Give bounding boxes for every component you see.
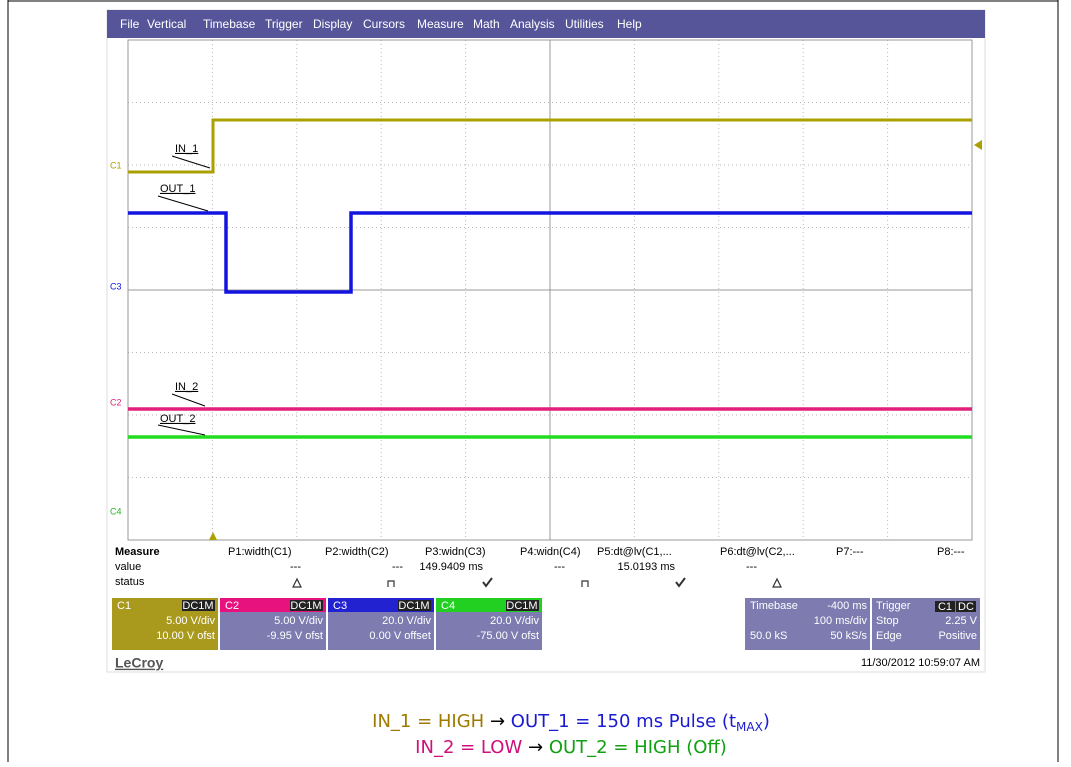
- row-label: status: [115, 576, 145, 588]
- trigger-source-badge: [935, 601, 955, 612]
- measure-column[interactable]: P5:dt@lv(C1,...: [597, 546, 672, 558]
- menu-item[interactable]: Vertical: [147, 17, 186, 31]
- caption-part: IN_1 = HIGH: [372, 711, 484, 732]
- trigger-slope: Positive: [938, 630, 977, 642]
- trigger-coupling: DC: [958, 601, 974, 613]
- channel-name: C2: [225, 600, 239, 612]
- trigger-coupling-badge: [956, 601, 976, 612]
- menu-item[interactable]: Help: [617, 17, 642, 31]
- measure-value: ---: [290, 561, 301, 573]
- trigger-time-marker: [209, 532, 217, 540]
- coupling-badge: [182, 600, 215, 611]
- channel-coupling: DC1M: [290, 600, 321, 612]
- channel-name: C3: [333, 600, 347, 612]
- channel-name: C1: [117, 600, 131, 612]
- measure-value: 149.9409 ms: [419, 561, 483, 573]
- caption-part: ): [763, 711, 770, 732]
- trace-c3: [128, 211, 972, 294]
- channel-scale: 5.00 V/div: [166, 615, 215, 627]
- measure-column[interactable]: P3:widn(C3): [425, 546, 486, 558]
- status-icons: [292, 577, 782, 588]
- trigger-level: 2.25 V: [945, 615, 977, 627]
- leader-line: [157, 424, 206, 436]
- channel-offset: 0.00 V offset: [369, 630, 431, 642]
- menu-bar: [107, 10, 985, 38]
- measure-value: ---: [554, 561, 565, 573]
- trace-label: IN_2: [175, 381, 198, 393]
- timebase-box[interactable]: [745, 598, 870, 650]
- graticule: [128, 40, 972, 540]
- caption-part: IN_2 = LOW: [415, 737, 522, 758]
- trigger-title: Trigger: [876, 600, 911, 612]
- measure-column[interactable]: P8:---: [937, 546, 965, 558]
- brand: LeCroy: [115, 655, 163, 671]
- caption-part: OUT_1 = 150 ms Pulse (t: [511, 711, 736, 732]
- trigger-type: Edge: [876, 630, 902, 642]
- measure-column[interactable]: P1:width(C1): [228, 546, 292, 558]
- timebase-rate: 50 kS/s: [830, 630, 867, 642]
- menu-item[interactable]: Analysis: [510, 17, 555, 31]
- timebase-samples: 50.0 kS: [750, 630, 787, 642]
- measure-value: ---: [746, 561, 757, 573]
- trigger-level-marker: [974, 140, 982, 150]
- caption-arrow: →: [490, 711, 505, 732]
- caption-subscript: MAX: [736, 720, 763, 734]
- trace-label: OUT_1: [160, 183, 195, 195]
- scope-window: [106, 9, 986, 673]
- measure-column[interactable]: P6:dt@lv(C2,...: [720, 546, 795, 558]
- channel-marker: C1: [110, 160, 122, 170]
- caption-arrow: →: [528, 737, 543, 758]
- measure-value: ---: [392, 561, 403, 573]
- trace-label: OUT_2: [160, 413, 195, 425]
- measure-title: Measure: [115, 546, 160, 558]
- menu-item[interactable]: File: [120, 17, 140, 31]
- measure-column[interactable]: P7:---: [836, 546, 864, 558]
- channel-offset: -75.00 V ofst: [477, 630, 539, 642]
- menu-item[interactable]: Cursors: [363, 17, 405, 31]
- timebase-delay: -400 ms: [827, 600, 867, 612]
- coupling-badge: [290, 600, 323, 611]
- channel-marker: C2: [110, 397, 122, 407]
- measure-column[interactable]: P2:width(C2): [325, 546, 389, 558]
- timestamp: 11/30/2012 10:59:07 AM: [861, 657, 980, 669]
- trace-c1: [128, 118, 972, 174]
- caption-line: IN_2 = LOW → OUT_2 = HIGH (Off): [415, 737, 727, 758]
- coupling-badge: [506, 600, 539, 611]
- timebase-scale: 100 ms/div: [814, 615, 868, 627]
- channel-scale: 5.00 V/div: [274, 615, 323, 627]
- row-label: value: [115, 561, 141, 573]
- channel-offset: 10.00 V ofst: [156, 630, 215, 642]
- channel-offset: -9.95 V ofst: [267, 630, 323, 642]
- graticule-border: [127, 39, 973, 541]
- menu-item[interactable]: Timebase: [203, 17, 256, 31]
- trace-label: IN_1: [175, 143, 198, 155]
- channel-scale: 20.0 V/div: [382, 615, 431, 627]
- caption-part: OUT_2 = HIGH (Off): [549, 737, 727, 758]
- timebase-title: Timebase: [750, 600, 798, 612]
- menu-item[interactable]: Math: [473, 17, 500, 31]
- channel-coupling: DC1M: [506, 600, 537, 612]
- leader-line: [157, 195, 209, 212]
- channel-scale: 20.0 V/div: [490, 615, 539, 627]
- coupling-badge: [398, 600, 431, 611]
- channel-coupling: DC1M: [182, 600, 213, 612]
- trigger-source: C1: [938, 601, 952, 613]
- menu-item[interactable]: Display: [313, 17, 352, 31]
- trigger-mode: Stop: [876, 615, 899, 627]
- menu-item[interactable]: Utilities: [565, 17, 604, 31]
- menu-item[interactable]: Trigger: [265, 17, 303, 31]
- channel-marker: C3: [110, 281, 122, 291]
- measure-column[interactable]: P4:widn(C4): [520, 546, 581, 558]
- leader-line: [171, 393, 206, 407]
- measure-value: 15.0193 ms: [618, 561, 676, 573]
- menu-item[interactable]: Measure: [417, 17, 464, 31]
- channel-marker: C4: [110, 506, 122, 516]
- caption-line: IN_1 = HIGH → OUT_1 = 150 ms Pulse (tMAX…: [372, 711, 770, 734]
- channel-name: C4: [441, 600, 455, 612]
- channel-coupling: DC1M: [398, 600, 429, 612]
- leader-line: [171, 155, 211, 169]
